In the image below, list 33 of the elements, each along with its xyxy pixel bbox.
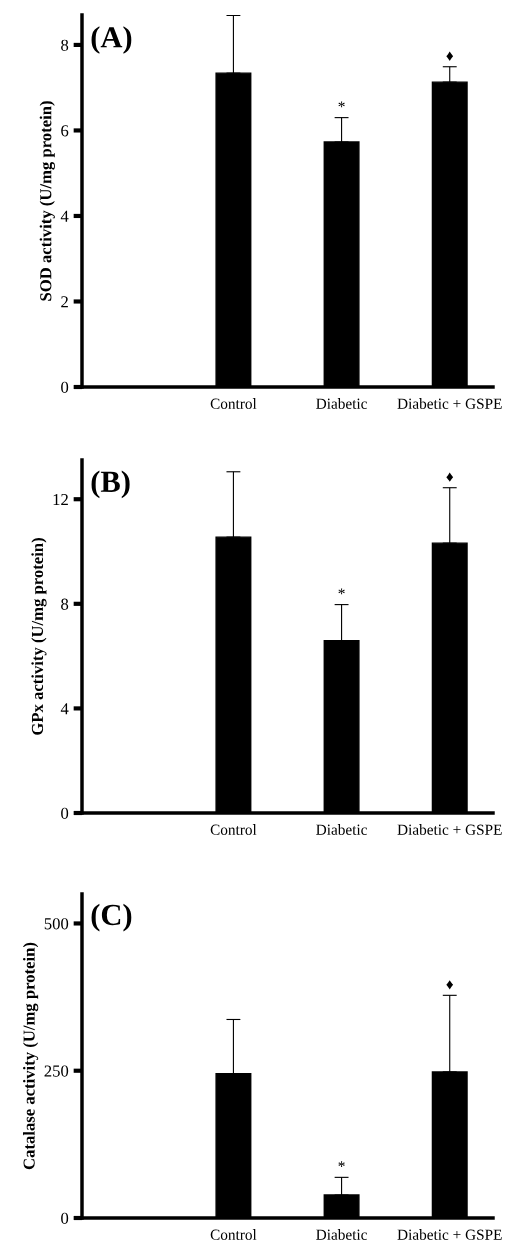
- y-axis-title: GPx activity (U/mg protein): [31, 538, 47, 735]
- y-tick-label: 250: [44, 1065, 69, 1077]
- y-tick-label: 0: [61, 381, 69, 393]
- annotation: ♦: [446, 980, 454, 990]
- annotation: ♦: [446, 51, 454, 61]
- chart-title: (C): [91, 903, 132, 932]
- y-tick-label: 4: [60, 210, 69, 222]
- y-axis-title: Catalase activity (U/mg protein): [23, 942, 39, 1170]
- annotation: *: [338, 588, 345, 595]
- annotation: *: [338, 101, 345, 108]
- annotation: ♦: [446, 472, 454, 482]
- y-tick-label: 500: [44, 918, 69, 930]
- x-tick-label: Diabetic + GSPE: [397, 398, 502, 409]
- annotation: *: [338, 1161, 345, 1167]
- x-tick-label: Diabetic: [316, 398, 367, 409]
- x-tick-label: Control: [210, 1229, 257, 1240]
- y-tick-label: 2: [61, 296, 68, 308]
- y-tick-label: 8: [61, 598, 69, 610]
- chart-title: (A): [91, 26, 132, 54]
- x-tick-label: Diabetic: [316, 824, 367, 835]
- y-tick-label: 12: [53, 493, 68, 505]
- y-tick-label: 0: [61, 807, 69, 819]
- x-tick-label: Diabetic + GSPE: [397, 824, 502, 835]
- y-tick-label: 6: [61, 125, 69, 137]
- y-tick-label: 0: [61, 1212, 69, 1224]
- x-tick-label: Control: [210, 398, 257, 409]
- chart-title: (B): [91, 470, 130, 499]
- x-tick-label: Control: [210, 824, 257, 835]
- y-axis-title: SOD activity (U/mg protein): [39, 101, 55, 301]
- y-tick-label: 8: [61, 39, 69, 51]
- x-tick-label: Diabetic: [316, 1229, 367, 1240]
- x-tick-label: Diabetic + GSPE: [397, 1229, 502, 1240]
- y-tick-label: 4: [60, 703, 69, 715]
